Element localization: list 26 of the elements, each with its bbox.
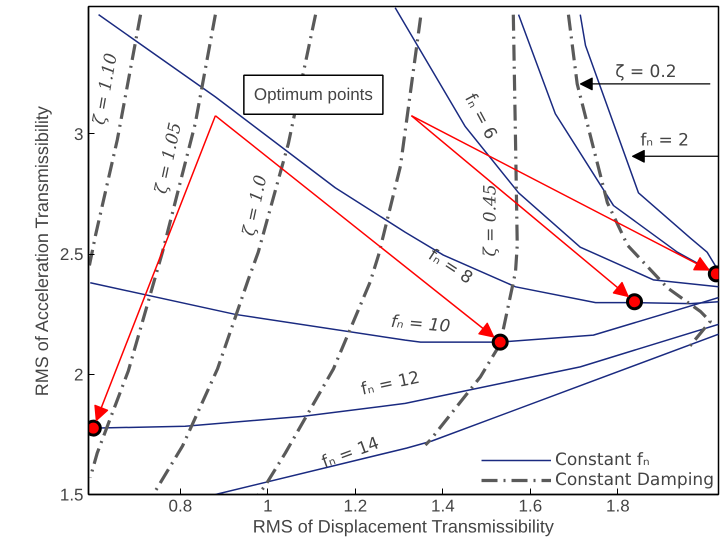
x-tick-label: 1.6 bbox=[518, 496, 542, 516]
annotation: ζ = 0.45 bbox=[480, 184, 501, 257]
y-tick-label: 1.5 bbox=[60, 486, 84, 504]
x-tick-label: 1 bbox=[263, 496, 273, 516]
y-tick-label: 3 bbox=[74, 124, 84, 144]
x-tick-label: 0.8 bbox=[168, 496, 192, 516]
annotation: fₙ = 6 bbox=[460, 90, 501, 143]
legend-label: Constant Damping bbox=[555, 470, 714, 490]
legend-label: Constant fₙ bbox=[555, 450, 650, 470]
y-tick-label: 2.5 bbox=[60, 245, 84, 264]
annotation: fₙ = 2 bbox=[640, 130, 689, 150]
annotation: Optimum points bbox=[254, 85, 373, 104]
x-axis-title: RMS of Displacement Transmissibility bbox=[252, 516, 554, 536]
annotation: fₙ = 12 bbox=[359, 368, 422, 400]
annotation: ζ = 0.2 bbox=[615, 62, 677, 82]
y-tick-label: 2 bbox=[74, 365, 84, 384]
annotation: ζ = 1.0 bbox=[239, 173, 272, 238]
annotation: ζ = 1.05 bbox=[151, 120, 186, 196]
y-axis-title: RMS of Acceleration Transmissibility bbox=[32, 106, 52, 396]
annotation: fₙ = 10 bbox=[390, 312, 452, 337]
annotation: ζ = 1.10 bbox=[89, 52, 122, 126]
x-tick-label: 1.4 bbox=[431, 496, 455, 516]
annotation: fₙ = 8 bbox=[424, 245, 476, 288]
x-tick-label: 1.8 bbox=[606, 496, 630, 516]
x-tick-label: 1.2 bbox=[344, 496, 368, 516]
annotation: fₙ = 14 bbox=[319, 433, 382, 472]
